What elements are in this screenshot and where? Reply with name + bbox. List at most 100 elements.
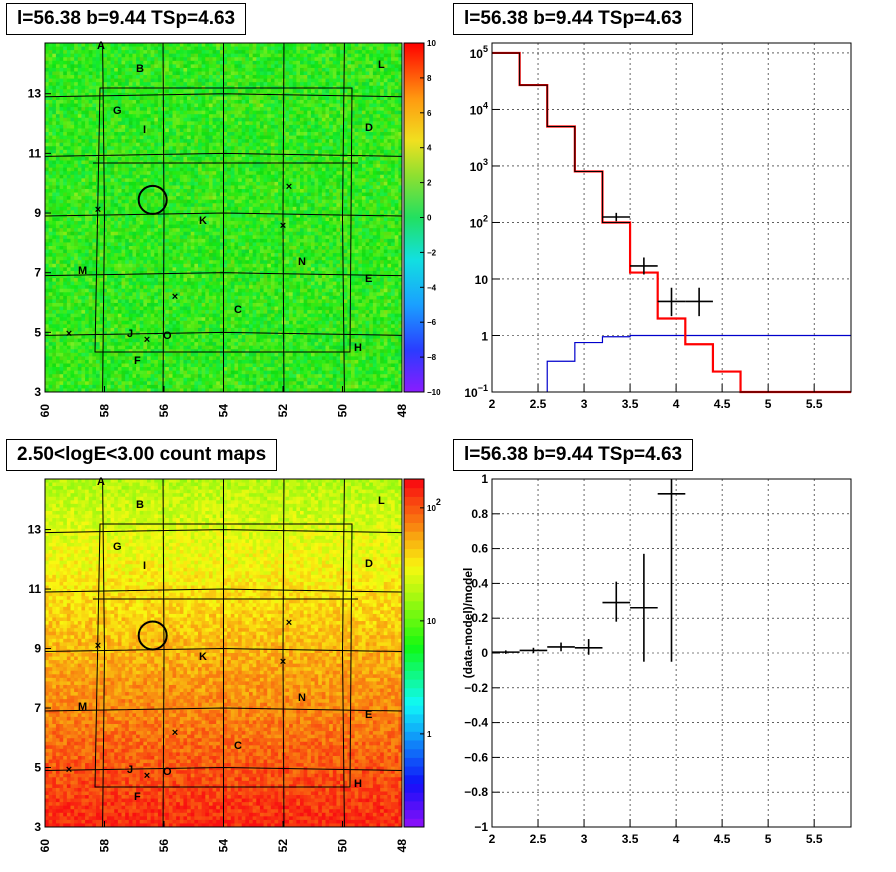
map-pixel	[303, 135, 308, 140]
map-pixel	[143, 99, 148, 104]
map-pixel	[361, 117, 366, 122]
map-pixel	[52, 178, 57, 183]
map-pixel	[398, 217, 403, 222]
map-pixel	[252, 171, 257, 176]
map-pixel	[325, 213, 330, 218]
map-pixel	[391, 110, 396, 115]
map-pixel	[321, 60, 326, 65]
map-pixel	[376, 178, 381, 183]
map-pixel	[168, 50, 173, 55]
map-pixel	[106, 128, 111, 133]
map-pixel	[55, 124, 60, 129]
map-pixel	[267, 135, 272, 140]
map-pixel	[303, 192, 308, 197]
map-pixel	[63, 146, 68, 151]
map-pixel	[48, 89, 53, 94]
map-pixel	[208, 64, 213, 69]
map-pixel	[187, 46, 192, 51]
map-pixel	[132, 110, 137, 115]
map-pixel	[223, 153, 228, 158]
map-pixel	[332, 67, 337, 72]
map-pixel	[187, 110, 192, 115]
map-pixel	[81, 103, 86, 108]
map-pixel	[125, 178, 130, 183]
map-pixel	[343, 167, 348, 172]
map-pixel	[165, 128, 170, 133]
map-pixel	[369, 132, 374, 136]
map-pixel	[85, 67, 90, 72]
map-pixel	[270, 99, 275, 104]
map-pixel	[267, 89, 272, 94]
map-pixel	[365, 189, 370, 193]
map-pixel	[150, 210, 155, 215]
map-pixel	[147, 174, 152, 179]
map-pixel	[198, 124, 203, 129]
map-pixel	[252, 174, 257, 179]
map-pixel	[227, 146, 232, 151]
map-pixel	[380, 146, 385, 151]
map-pixel	[190, 107, 195, 112]
map-pixel	[383, 43, 388, 47]
map-pixel	[106, 213, 111, 218]
map-pixel	[383, 178, 388, 183]
map-pixel	[66, 78, 71, 83]
map-pixel	[351, 156, 356, 161]
map-pixel	[205, 60, 210, 65]
map-pixel	[365, 43, 370, 47]
map-pixel	[358, 78, 363, 83]
map-pixel	[190, 121, 195, 126]
map-pixel	[121, 189, 126, 193]
map-pixel	[361, 139, 366, 144]
map-pixel	[376, 89, 381, 94]
map-pixel	[394, 199, 399, 204]
map-pixel	[245, 146, 250, 151]
map-pixel	[365, 196, 370, 201]
map-pixel	[391, 99, 396, 104]
map-pixel	[216, 64, 221, 69]
map-pixel	[85, 192, 90, 197]
map-pixel	[321, 75, 326, 80]
map-pixel	[219, 221, 224, 226]
map-pixel	[45, 124, 50, 129]
map-pixel	[376, 124, 381, 129]
map-pixel	[165, 146, 170, 151]
map-pixel	[128, 221, 133, 226]
map-pixel	[128, 96, 133, 101]
map-pixel	[85, 139, 90, 144]
map-pixel	[154, 121, 159, 126]
map-pixel	[278, 174, 283, 179]
map-pixel	[172, 181, 177, 186]
map-pixel	[194, 57, 199, 62]
map-pixel	[63, 117, 68, 122]
map-pixel	[383, 206, 388, 211]
map-pixel	[198, 206, 203, 211]
map-pixel	[369, 50, 374, 55]
map-pixel	[99, 53, 104, 58]
map-pixel	[259, 43, 264, 47]
map-pixel	[45, 206, 50, 211]
map-pixel	[77, 78, 82, 83]
map-pixel	[340, 78, 345, 83]
map-pixel	[380, 50, 385, 55]
map-pixel	[125, 213, 130, 218]
map-pixel	[128, 60, 133, 65]
map-pixel	[285, 217, 290, 222]
map-pixel	[74, 139, 79, 144]
map-pixel	[208, 153, 213, 158]
map-pixel	[45, 99, 50, 104]
map-pixel	[70, 128, 75, 133]
map-pixel	[81, 164, 86, 169]
map-pixel	[351, 99, 356, 104]
map-pixel	[318, 117, 323, 122]
map-pixel	[85, 60, 90, 65]
map-pixel	[285, 189, 290, 193]
map-pixel	[205, 206, 210, 211]
map-pixel	[55, 203, 60, 208]
map-pixel	[303, 149, 308, 154]
map-pixel	[114, 96, 119, 101]
map-pixel	[132, 96, 137, 101]
map-pixel	[168, 64, 173, 69]
map-pixel	[372, 128, 377, 133]
map-pixel	[176, 128, 181, 133]
map-pixel	[194, 46, 199, 51]
